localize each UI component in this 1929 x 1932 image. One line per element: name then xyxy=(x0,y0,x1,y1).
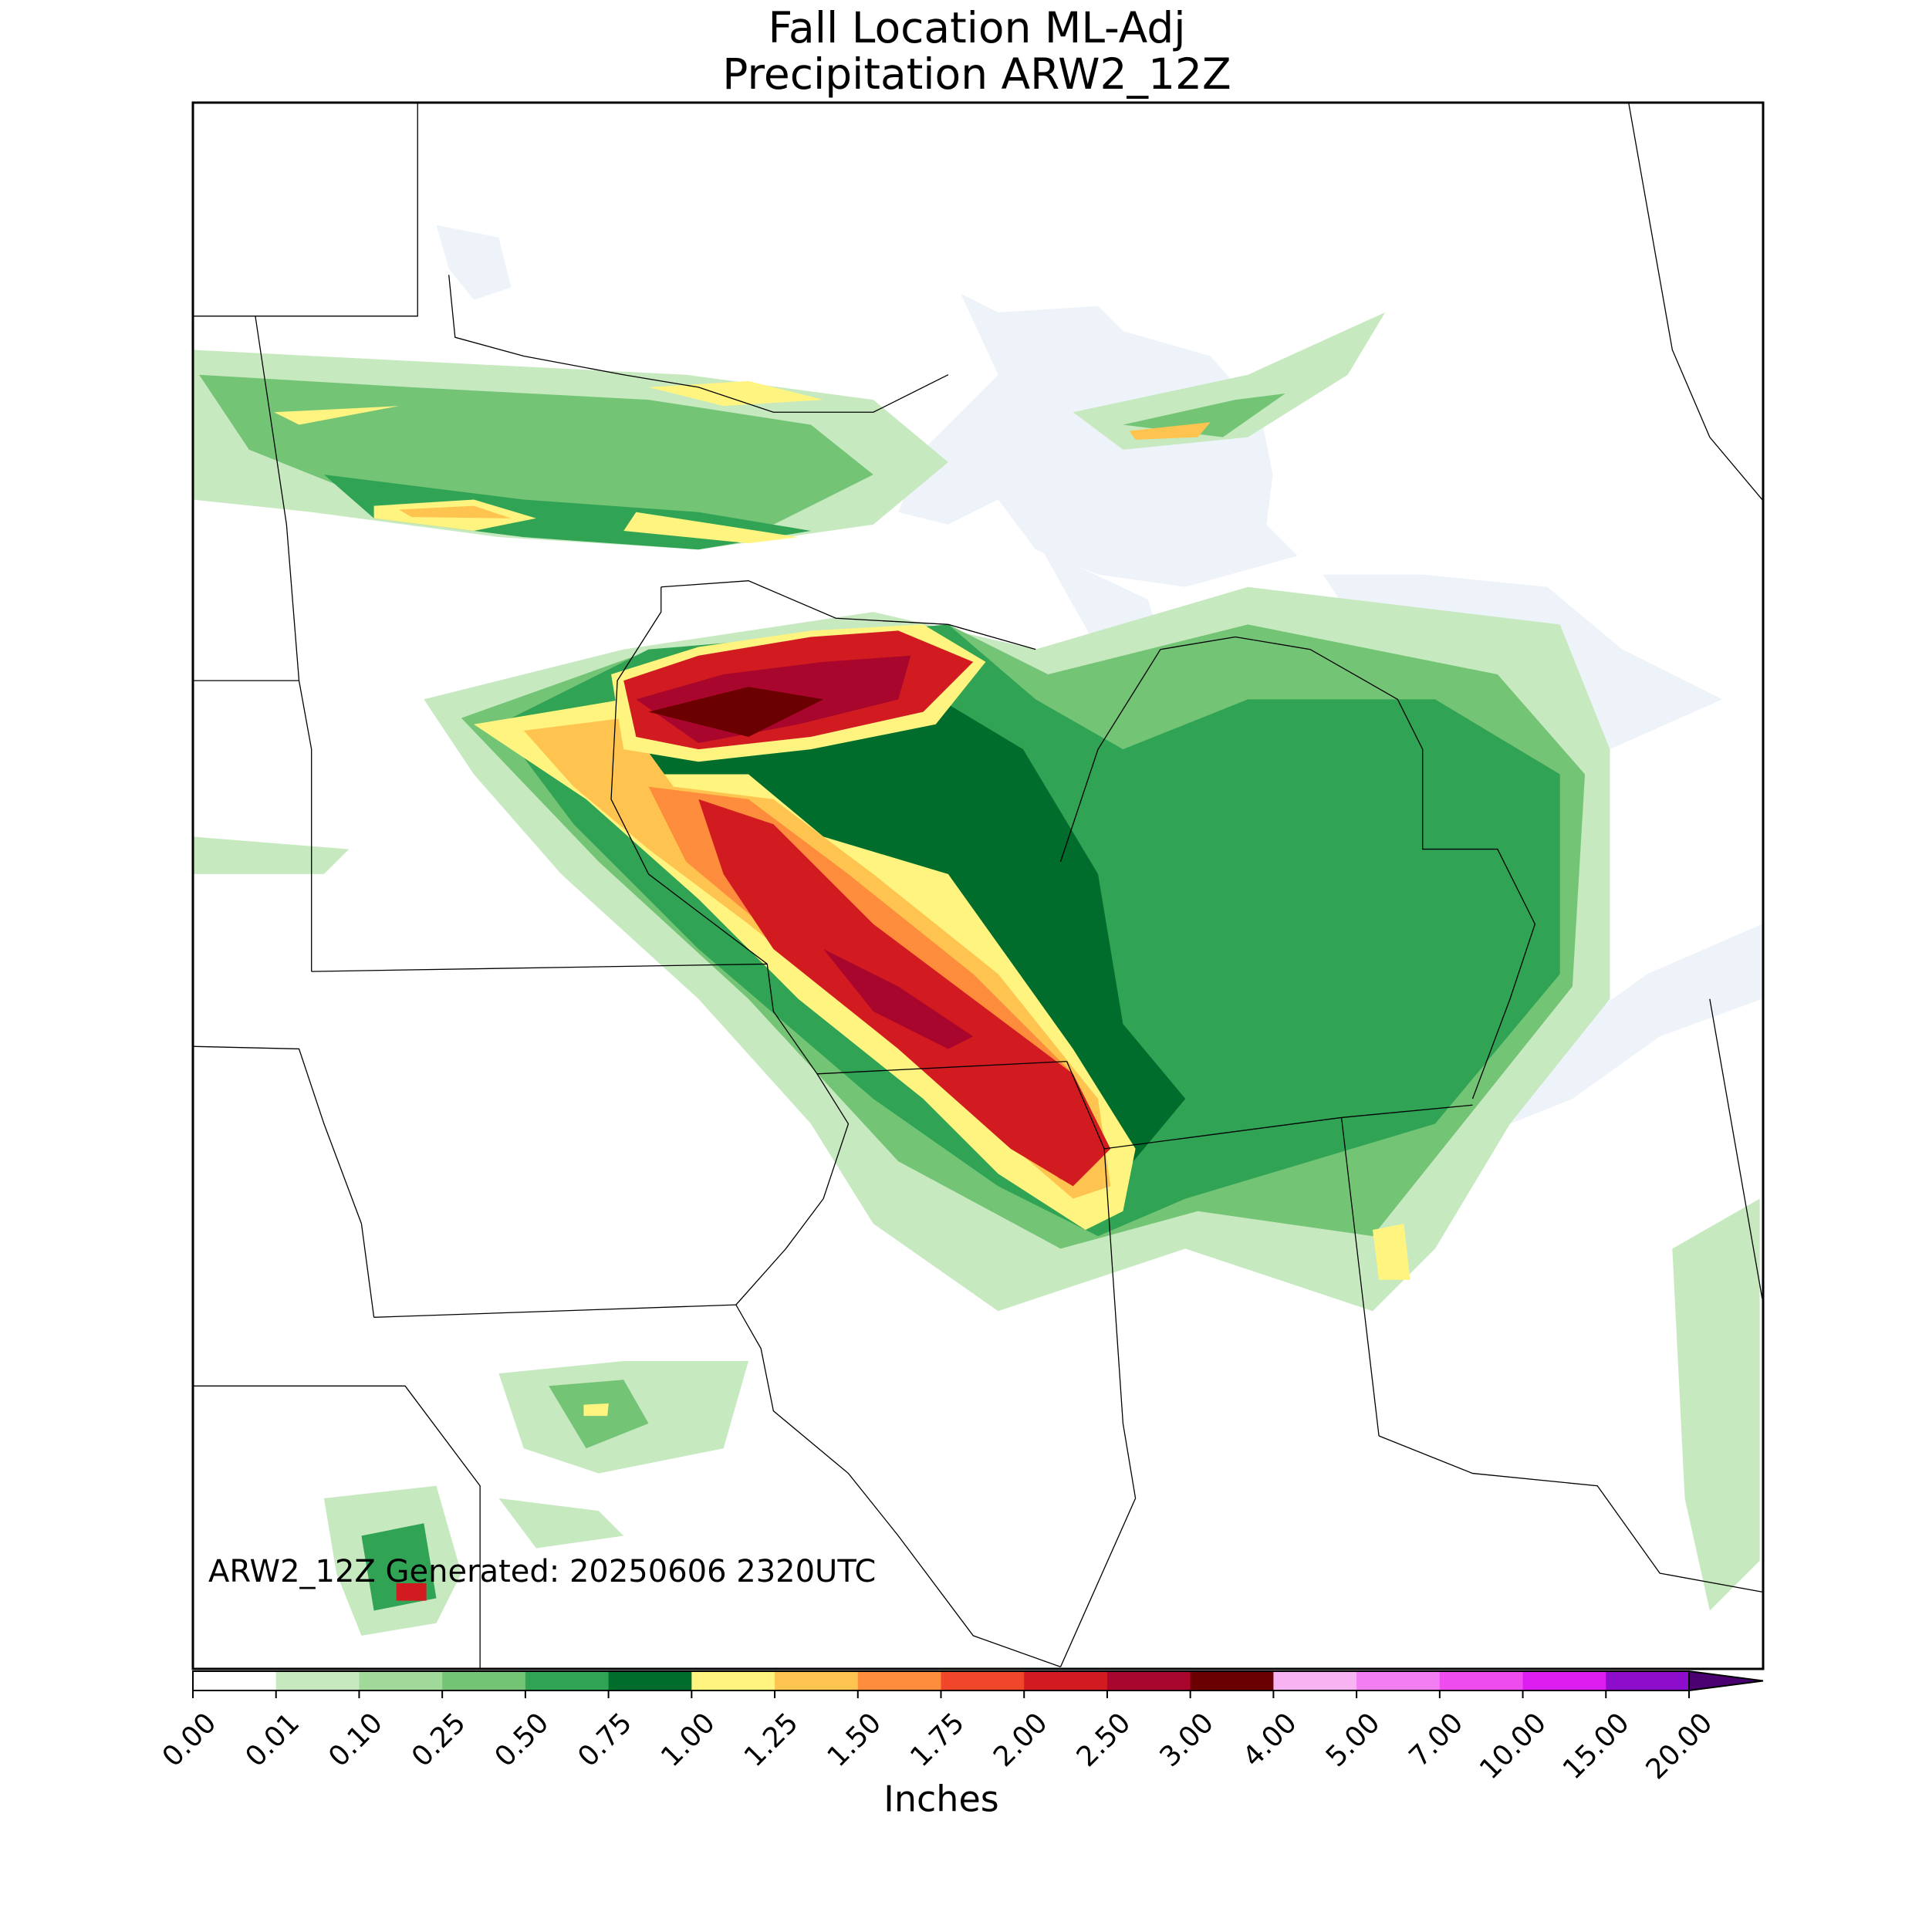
colorbar-segment xyxy=(691,1671,775,1690)
precipitation xyxy=(193,312,1760,1636)
colorbar-segment xyxy=(1439,1671,1524,1690)
colorbar-tick-label: 1.50 xyxy=(822,1707,888,1773)
colorbar-extend xyxy=(1688,1670,1764,1692)
colorbar-segment xyxy=(1024,1671,1108,1690)
map xyxy=(193,103,1763,1669)
colorbar-tick-label: 1.25 xyxy=(738,1707,805,1773)
subtitle: Precipitation ARW2_12Z xyxy=(722,49,1231,99)
colorbar-tick-label: 0.75 xyxy=(572,1707,638,1773)
colorbar-tick-label: 7.00 xyxy=(1404,1707,1470,1773)
colorbar-segment xyxy=(857,1671,941,1690)
colorbar-segment xyxy=(1106,1671,1191,1690)
colorbar-segment xyxy=(608,1671,692,1690)
colorbar-tick-label: 1.75 xyxy=(904,1707,971,1773)
colorbar-tick-label: 5.00 xyxy=(1320,1707,1387,1773)
colorbar-tick-label: 4.00 xyxy=(1237,1707,1303,1773)
colorbar-segment xyxy=(1190,1671,1274,1690)
title: Fall Location ML-Adj xyxy=(768,3,1185,52)
colorbar-segment xyxy=(775,1671,859,1690)
colorbar-segment xyxy=(1273,1671,1357,1690)
colorbar: 0.00 0.01 0.10 0.25 0.50 0.75 1.00 1.25 1.50 1.75… xyxy=(157,1670,1764,1785)
colorbar-tick-label: 0.25 xyxy=(406,1707,472,1773)
colorbar-segment xyxy=(359,1671,443,1690)
colorbar-tick-label: 0.10 xyxy=(323,1707,389,1773)
colorbar-segment xyxy=(1522,1671,1606,1690)
colorbar-segment xyxy=(941,1671,1025,1690)
colorbar-tick-label: 2.50 xyxy=(1071,1707,1137,1773)
annotation: ARW2_12Z Generated: 20250606 2320UTC xyxy=(208,1554,876,1589)
colorbar-segment xyxy=(1606,1671,1690,1690)
borders xyxy=(193,103,1763,1669)
colorbar-tick-label: 0.01 xyxy=(240,1707,306,1773)
colorbar-tick-label: 3.00 xyxy=(1154,1707,1220,1773)
colorbar-label: Inches xyxy=(883,1778,998,1820)
colorbar-tick-label: 20.00 xyxy=(1640,1707,1719,1785)
colorbar-segment xyxy=(1356,1671,1441,1690)
colorbar-tick-label: 0.50 xyxy=(489,1707,556,1773)
colorbar-tick-label: 15.00 xyxy=(1557,1707,1636,1785)
colorbar-segment xyxy=(525,1671,610,1690)
colorbar-segment xyxy=(442,1671,526,1690)
colorbar-segment xyxy=(193,1671,277,1690)
colorbar-tick-label: 1.00 xyxy=(655,1707,721,1773)
colorbar-segment xyxy=(275,1671,360,1690)
colorbar-tick-label: 10.00 xyxy=(1474,1707,1552,1785)
colorbar-tick-label: 0.00 xyxy=(157,1707,223,1773)
colorbar-tick-label: 2.00 xyxy=(988,1707,1054,1773)
map-frame xyxy=(191,101,1765,1670)
